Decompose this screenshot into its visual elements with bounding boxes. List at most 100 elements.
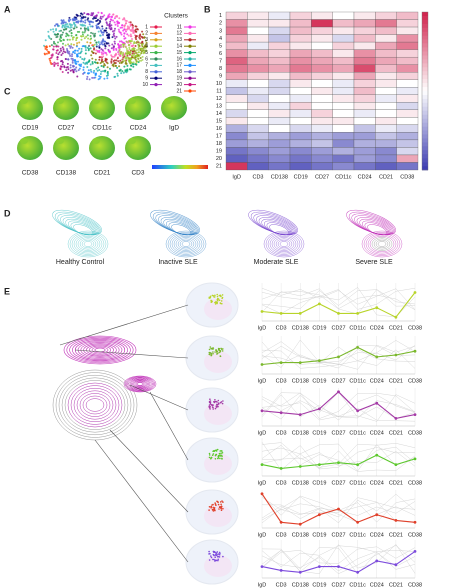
point — [116, 57, 119, 60]
point — [132, 61, 135, 64]
column-label: CD11c — [335, 174, 352, 180]
connector — [149, 391, 189, 461]
point — [218, 508, 220, 510]
point — [54, 24, 56, 27]
heat-cell — [353, 102, 376, 110]
point — [60, 22, 63, 25]
heat-cell — [332, 87, 355, 95]
density-contour — [64, 380, 126, 430]
heat-cell — [332, 102, 355, 110]
heat-cell — [353, 19, 376, 28]
point — [110, 54, 113, 57]
point — [46, 48, 48, 51]
heat-cell — [289, 117, 312, 126]
point — [108, 27, 111, 29]
point — [128, 48, 131, 51]
row-label: 19 — [216, 149, 222, 155]
density-contour — [67, 382, 123, 428]
point — [61, 59, 63, 62]
point — [208, 454, 211, 456]
point — [134, 54, 137, 57]
point — [219, 355, 222, 357]
heat-cell — [225, 19, 248, 28]
legend-title: Clusters — [164, 13, 189, 20]
color-bar — [422, 118, 428, 123]
point — [50, 38, 53, 40]
point — [58, 38, 61, 41]
point — [102, 55, 105, 58]
heat-cell — [289, 102, 312, 110]
point — [208, 348, 211, 351]
point — [95, 45, 98, 48]
data-point — [260, 463, 264, 466]
point — [141, 43, 143, 46]
heat-cell — [289, 124, 312, 133]
density-contour — [375, 239, 389, 249]
heat-cell — [332, 162, 355, 171]
point — [70, 29, 73, 32]
point — [76, 55, 79, 58]
row-label: 16 — [216, 126, 222, 132]
point — [218, 294, 221, 297]
heat-cell — [332, 132, 355, 141]
legend-label: 10 — [142, 82, 148, 88]
point — [126, 33, 129, 36]
point — [132, 65, 135, 68]
point — [208, 509, 210, 511]
row-label: 11 — [216, 88, 222, 94]
point — [88, 21, 91, 23]
data-point — [317, 463, 321, 466]
heat-cell — [225, 162, 248, 171]
point — [57, 53, 60, 56]
color-bar — [422, 75, 428, 80]
point — [106, 70, 109, 73]
point — [110, 16, 113, 19]
color-bar — [422, 67, 428, 72]
point — [105, 17, 108, 20]
point — [135, 49, 138, 52]
point — [217, 559, 219, 562]
point — [67, 68, 70, 71]
heat-cell — [311, 72, 333, 80]
point — [92, 17, 95, 20]
point — [82, 35, 85, 38]
point — [100, 42, 103, 45]
point — [61, 46, 64, 49]
point — [221, 348, 223, 351]
heat-cell — [268, 56, 291, 65]
legend-swatch — [154, 76, 158, 80]
point — [79, 51, 82, 54]
heat-cell — [268, 139, 291, 148]
heat-cell — [396, 79, 419, 88]
density-contour — [179, 239, 193, 249]
point — [222, 400, 224, 402]
point — [102, 38, 105, 41]
density-contour — [86, 344, 114, 356]
point — [69, 26, 72, 29]
point — [66, 38, 69, 41]
color-bar — [422, 35, 428, 40]
point — [102, 31, 105, 34]
point — [215, 552, 217, 555]
point — [211, 300, 213, 303]
point — [132, 54, 135, 57]
data-point — [413, 291, 417, 294]
decor — [17, 11, 416, 585]
point — [126, 28, 129, 31]
point — [220, 452, 222, 455]
data-point — [394, 519, 398, 522]
data-point — [260, 409, 264, 413]
point — [47, 35, 50, 38]
point — [114, 64, 117, 67]
point — [81, 33, 84, 36]
point — [216, 500, 218, 503]
point — [57, 41, 59, 44]
point — [67, 58, 70, 61]
x-tick-label: CD11c — [349, 325, 366, 331]
point — [214, 303, 217, 305]
point — [104, 51, 107, 54]
subset-map — [204, 351, 232, 373]
heat-cell — [289, 139, 312, 148]
point — [137, 57, 139, 60]
legend-label: 5 — [145, 50, 148, 56]
